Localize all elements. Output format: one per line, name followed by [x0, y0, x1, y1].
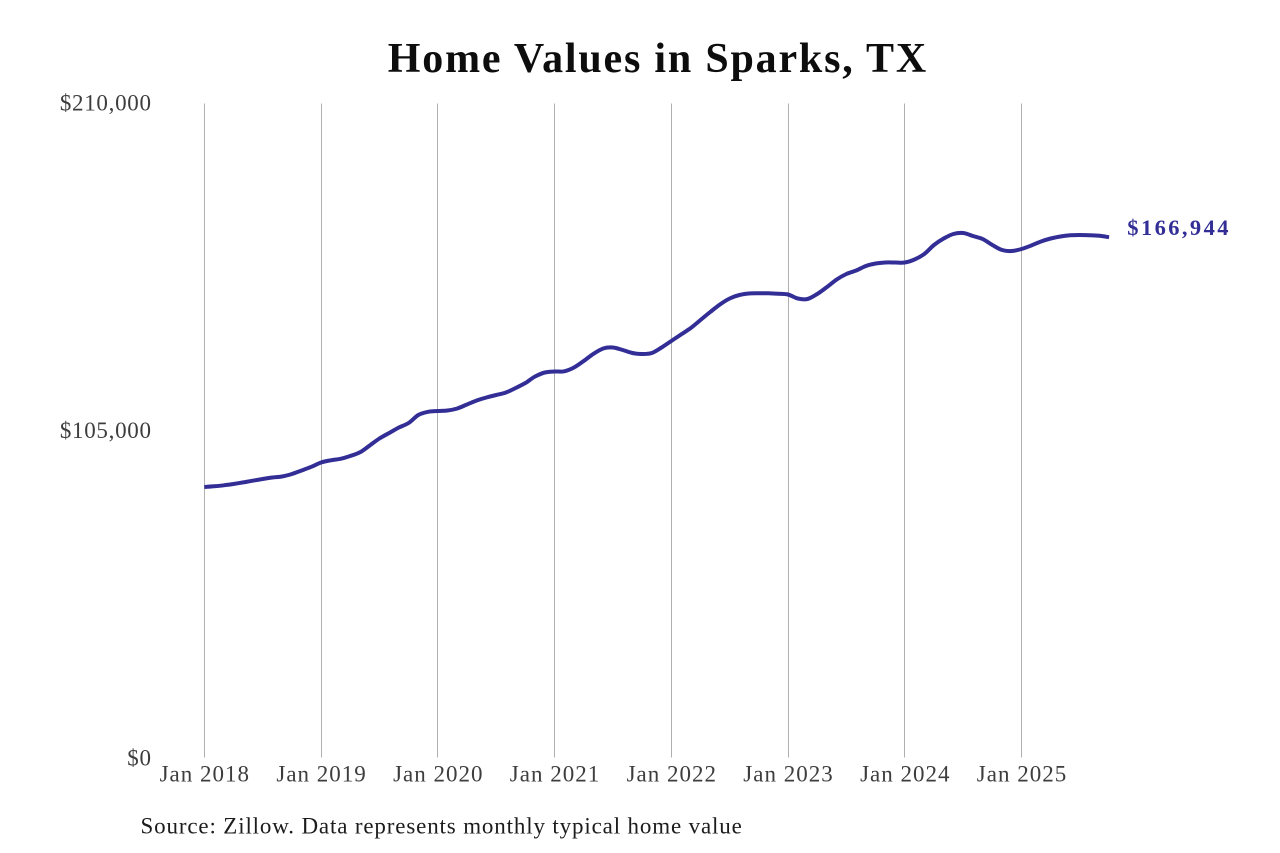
svg-text:$166,944: $166,944	[1127, 215, 1231, 240]
svg-text:Jan 2024: Jan 2024	[860, 762, 950, 787]
svg-text:Jan 2023: Jan 2023	[743, 762, 833, 787]
svg-text:Jan 2019: Jan 2019	[276, 762, 366, 787]
svg-text:$210,000: $210,000	[60, 91, 152, 116]
svg-text:$0: $0	[127, 746, 151, 771]
svg-text:Jan 2020: Jan 2020	[393, 762, 483, 787]
svg-text:Jan 2025: Jan 2025	[977, 762, 1067, 787]
svg-text:Jan 2018: Jan 2018	[160, 762, 250, 787]
svg-text:Home Values in Sparks, TX: Home Values in Sparks, TX	[388, 36, 928, 82]
svg-text:$105,000: $105,000	[60, 418, 152, 443]
svg-text:Jan 2021: Jan 2021	[510, 762, 600, 787]
svg-text:Source: Zillow. Data represent: Source: Zillow. Data represents monthly …	[141, 814, 743, 839]
svg-text:Jan 2022: Jan 2022	[627, 762, 717, 787]
